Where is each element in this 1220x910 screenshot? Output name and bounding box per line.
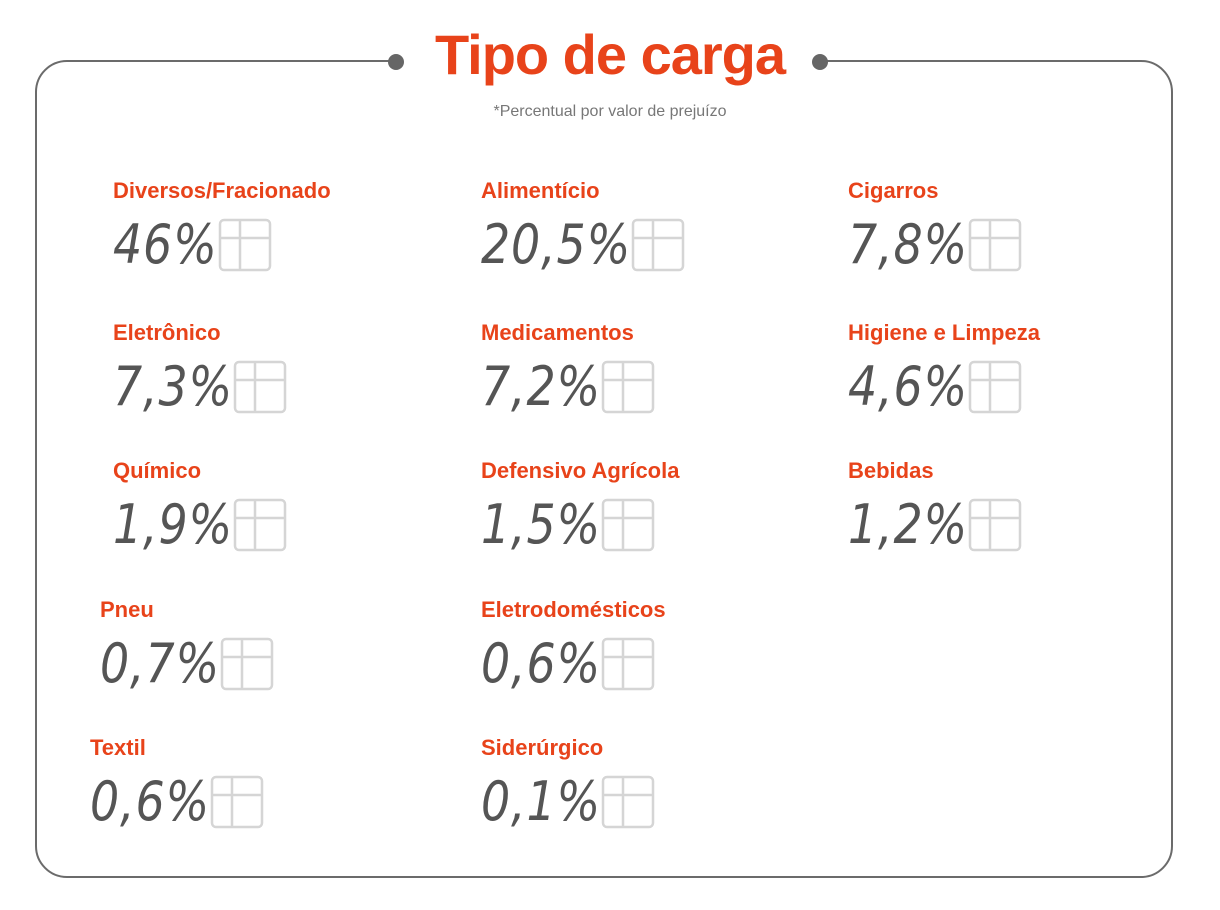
pesticide-container-icon bbox=[593, 488, 665, 560]
cargo-label: Medicamentos bbox=[481, 320, 634, 345]
steel-beam-icon bbox=[593, 765, 665, 837]
fork-spoon-icon bbox=[623, 208, 695, 280]
cargo-percent: 0,6% bbox=[481, 631, 602, 695]
cargo-label: Bebidas bbox=[848, 458, 934, 483]
cleaning-bottles-icon bbox=[960, 350, 1032, 422]
cargo-item: Diversos/Fracionado 46% bbox=[113, 178, 331, 280]
cargo-item: Eletrônico 7,3% bbox=[113, 320, 297, 422]
cargo-label: Eletrônico bbox=[113, 320, 221, 345]
tire-icon bbox=[212, 627, 284, 699]
cargo-item: Alimentício 20,5% bbox=[481, 178, 695, 280]
cargo-label: Alimentício bbox=[481, 178, 600, 203]
cargo-item: Eletrodomésticos 0,6% bbox=[481, 597, 666, 699]
cargo-percent: 0,1% bbox=[481, 769, 602, 833]
box-icon bbox=[210, 208, 282, 280]
cargo-label: Higiene e Limpeza bbox=[848, 320, 1040, 345]
clothes-icon bbox=[202, 765, 274, 837]
cargo-item: Químico 1,9% bbox=[113, 458, 297, 560]
cargo-percent: 1,9% bbox=[113, 492, 234, 556]
cargo-percent: 7,2% bbox=[481, 354, 602, 418]
cargo-item: Pneu 0,7% bbox=[100, 597, 284, 699]
cargo-percent: 1,2% bbox=[848, 492, 969, 556]
title-dot-left bbox=[388, 54, 404, 70]
bottles-icon bbox=[960, 488, 1032, 560]
appliances-icon bbox=[593, 627, 665, 699]
subtitle: *Percentual por valor de prejuízo bbox=[493, 103, 727, 120]
cargo-percent: 7,8% bbox=[848, 212, 969, 276]
cargo-item: Bebidas 1,2% bbox=[848, 458, 1032, 560]
cargo-label: Diversos/Fracionado bbox=[113, 178, 331, 203]
cigarette-pack-icon bbox=[960, 208, 1032, 280]
cargo-label: Químico bbox=[113, 458, 202, 483]
title-dot-right bbox=[812, 54, 828, 70]
cargo-label: Siderúrgico bbox=[481, 735, 604, 760]
medicine-icon bbox=[593, 350, 665, 422]
cargo-label: Eletrodomésticos bbox=[481, 597, 666, 622]
cargo-item: Cigarros 7,8% bbox=[848, 178, 1032, 280]
page-title: Tipo de carga bbox=[434, 23, 786, 86]
cargo-item: Medicamentos 7,2% bbox=[481, 320, 665, 422]
cargo-percent: 4,6% bbox=[848, 354, 969, 418]
cargo-percent: 20,5% bbox=[481, 212, 632, 276]
cargo-item: Textil 0,6% bbox=[90, 735, 274, 837]
cargo-label: Cigarros bbox=[848, 178, 939, 203]
cargo-percent: 1,5% bbox=[481, 492, 602, 556]
cargo-percent: 0,6% bbox=[90, 769, 211, 833]
cargo-item: Higiene e Limpeza 4,6% bbox=[848, 320, 1040, 422]
cargo-item: Defensivo Agrícola 1,5% bbox=[481, 458, 679, 560]
cargo-percent: 46% bbox=[113, 212, 218, 276]
flask-icon bbox=[225, 488, 297, 560]
cargo-percent: 7,3% bbox=[113, 354, 234, 418]
cargo-label: Defensivo Agrícola bbox=[481, 458, 680, 483]
cargo-label: Textil bbox=[90, 735, 146, 760]
cargo-item: Siderúrgico 0,1% bbox=[481, 735, 665, 837]
devices-icon bbox=[225, 350, 297, 422]
cargo-label: Pneu bbox=[100, 597, 154, 622]
cargo-percent: 0,7% bbox=[100, 631, 221, 695]
